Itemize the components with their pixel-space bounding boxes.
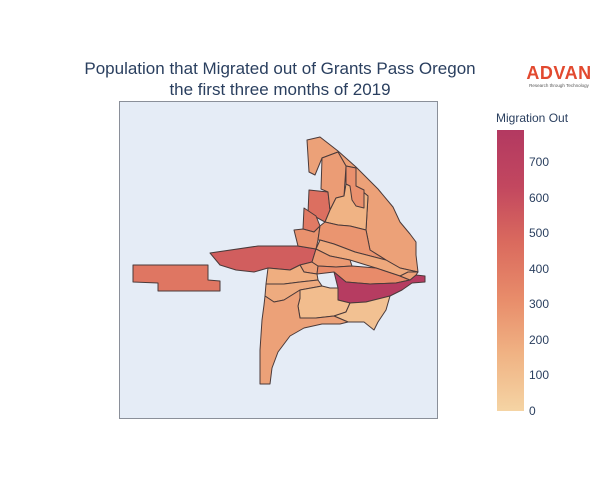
region-west-detached-tract[interactable] xyxy=(132,264,221,292)
colorbar-tick-label: 300 xyxy=(529,297,550,312)
advan-logo: ADVAN Research through Technology xyxy=(524,64,594,89)
colorbar-tick-label: 500 xyxy=(529,226,550,241)
colorbar-tick-label: 0 xyxy=(529,404,536,418)
colorbar-title: Migration Out xyxy=(496,111,569,125)
colorbar-tick-label: 400 xyxy=(529,261,550,276)
colorbar-tick-label: 600 xyxy=(529,190,550,205)
colorbar xyxy=(497,130,524,411)
colorbar-tick-label: 100 xyxy=(529,368,550,383)
title-line-1: Population that Migrated out of Grants P… xyxy=(84,59,476,78)
region-north-east-inner-tract[interactable] xyxy=(345,165,365,209)
logo-word: ADVAN xyxy=(526,63,592,83)
colorbar-tick-label: 700 xyxy=(529,155,550,169)
region-far-east-spike-tract[interactable] xyxy=(399,271,419,281)
region-south-west-long-tract[interactable] xyxy=(259,289,349,385)
chart-title: Population that Migrated out of Grants P… xyxy=(40,58,520,100)
title-line-2: the first three months of 2019 xyxy=(169,80,391,99)
colorbar-tick-label: 200 xyxy=(529,332,550,347)
logo-tagline: Research through Technology xyxy=(529,83,589,88)
